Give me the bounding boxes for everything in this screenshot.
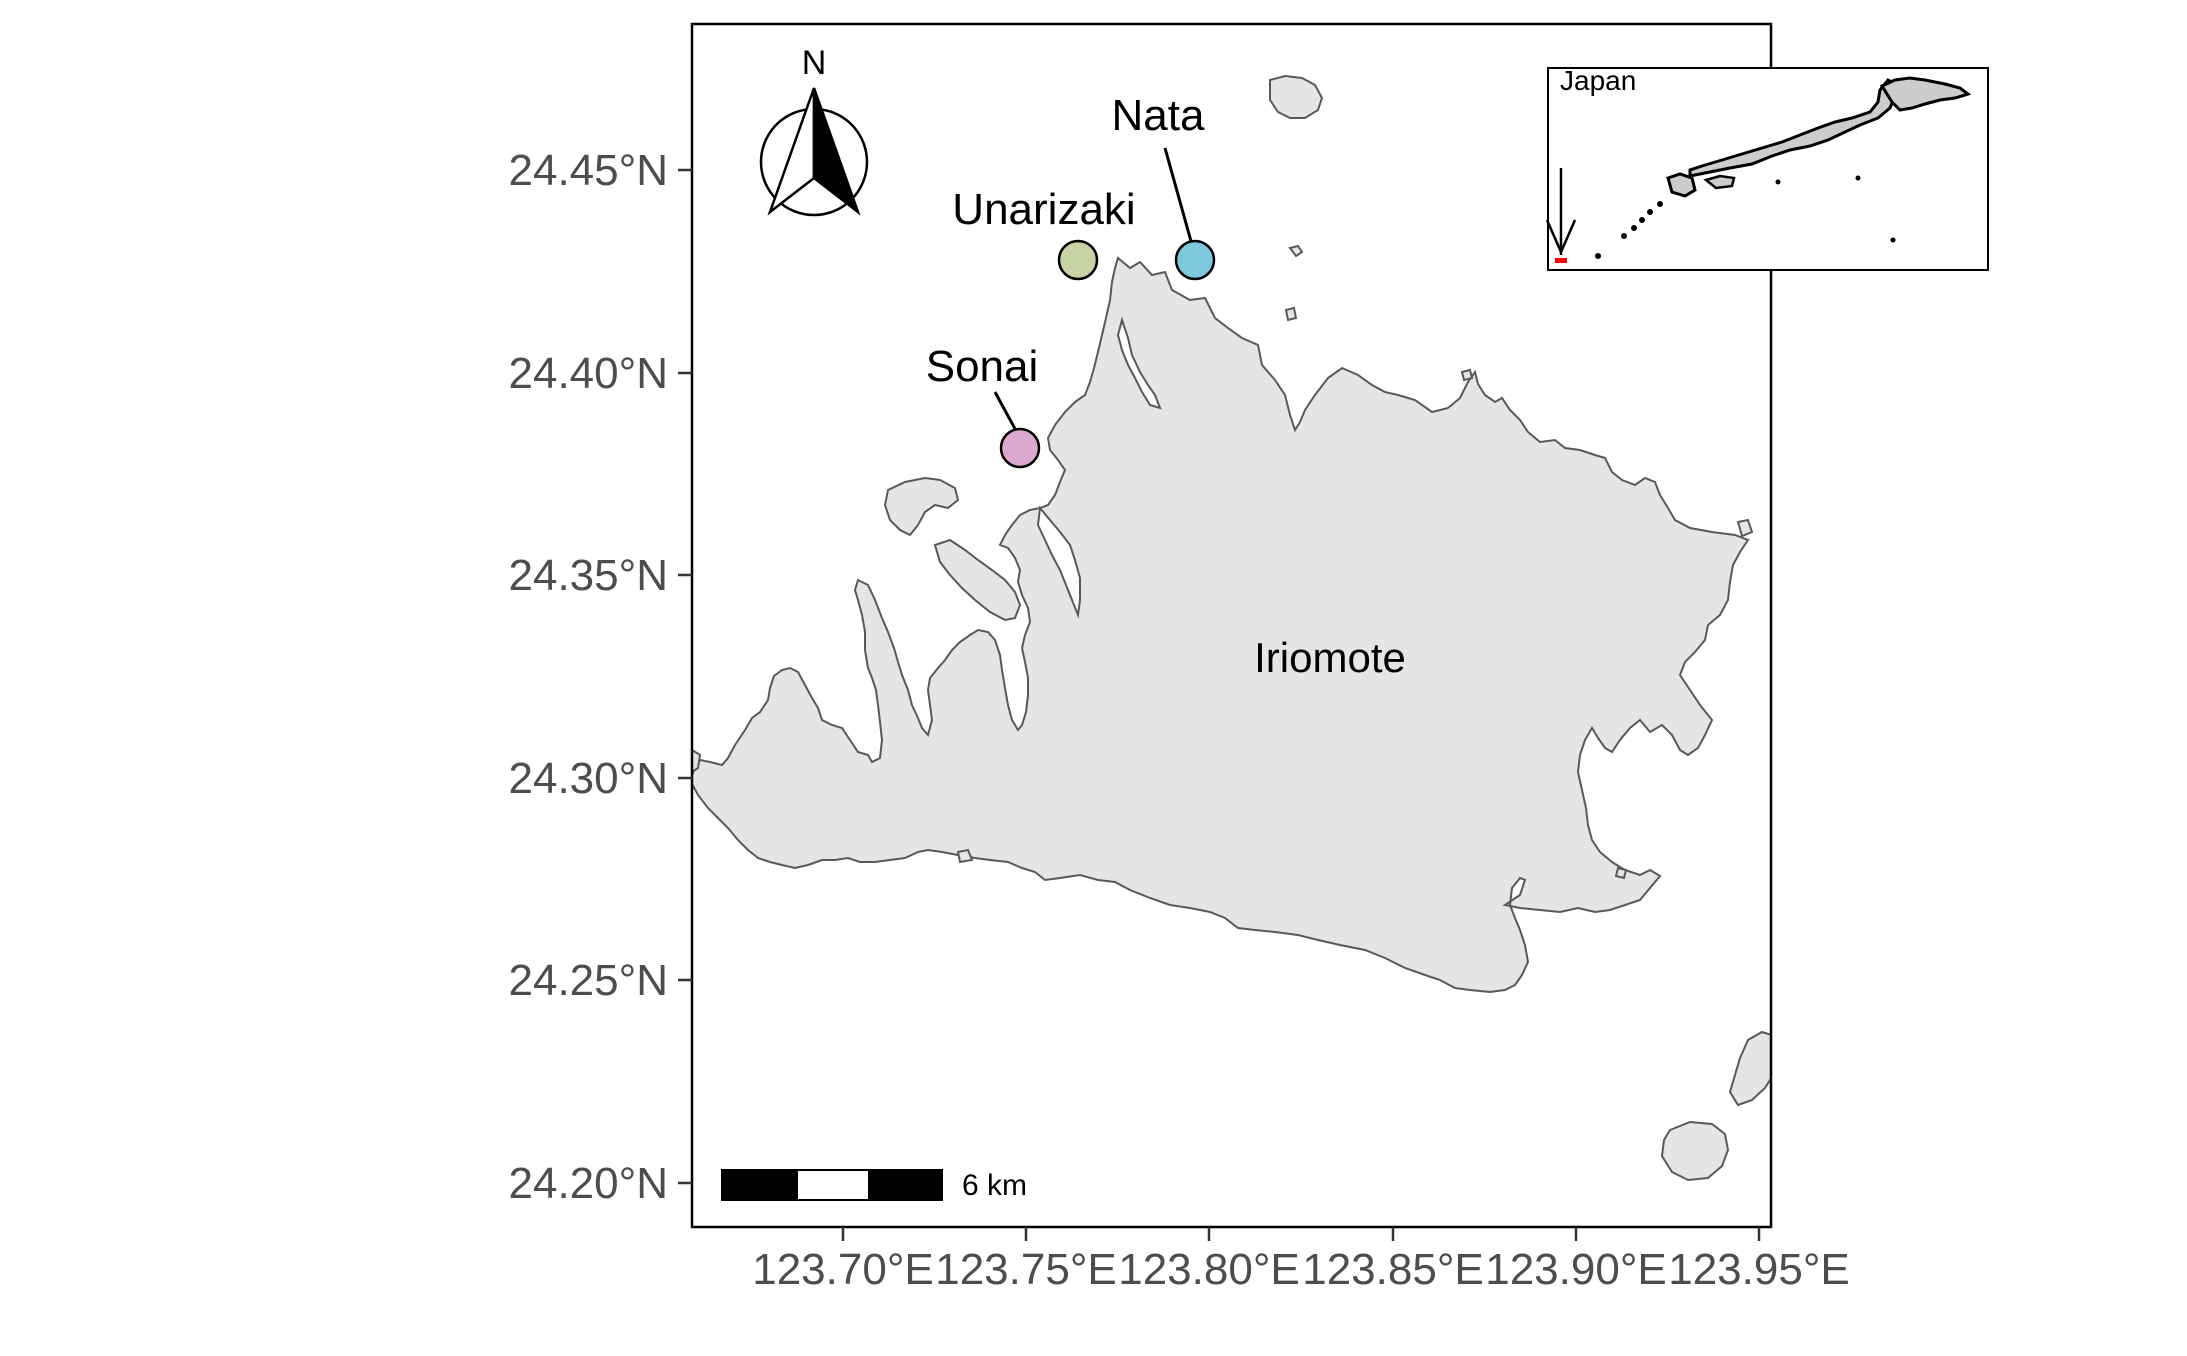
nata-leader-line <box>1163 147 1196 253</box>
north-arrow-left-half <box>767 87 816 216</box>
site-marker-sonai <box>999 427 1041 469</box>
inset-islet <box>1657 201 1663 207</box>
western-islet-2 <box>933 538 1022 622</box>
tiny-islet-2 <box>1284 306 1298 322</box>
north-arrow-right-half <box>812 87 861 216</box>
inset-islet <box>1621 233 1627 239</box>
inset-islet <box>1775 179 1781 185</box>
inset-islet <box>1855 175 1861 181</box>
inset-hokkaido <box>1879 76 1972 112</box>
x-tick-label: 123.75°E <box>935 1245 1117 1294</box>
southeast-island-1 <box>1728 1030 1771 1107</box>
north-arrow: N <box>759 44 869 217</box>
inset-study-area-marker <box>1555 258 1567 263</box>
x-tick-label: 123.90°E <box>1485 1245 1667 1294</box>
island-label: Iriomote <box>1254 634 1406 681</box>
site-marker-unarizaki <box>1057 239 1099 281</box>
inset-kyushu <box>1666 172 1697 198</box>
scale-bar-label: 6 km <box>962 1169 1027 1202</box>
inner-channel <box>1036 505 1081 619</box>
scale-bar-segment-1 <box>721 1169 798 1201</box>
tiny-islet-5 <box>956 848 974 864</box>
inset-title: Japan <box>1560 65 1636 96</box>
inset-islet <box>1595 253 1601 259</box>
site-markers <box>999 239 1216 469</box>
scale-bar: 6 km <box>721 1169 1027 1202</box>
y-tick-label: 24.40°N <box>509 349 668 398</box>
inset-map: Japan <box>1545 65 1989 271</box>
left-edge-land <box>692 748 702 774</box>
scale-bar-segment-3 <box>868 1169 943 1201</box>
inset-islet <box>1647 209 1653 215</box>
northern-islet <box>1269 74 1324 119</box>
western-islet-1 <box>883 476 960 537</box>
x-tick-label: 123.80°E <box>1118 1245 1300 1294</box>
site-label-nata: Nata <box>1112 91 1205 140</box>
panel-frame <box>690 22 1773 1229</box>
y-tick-label: 24.35°N <box>509 551 668 600</box>
tiny-islet-6 <box>1614 866 1628 880</box>
north-arrow-label: N <box>802 44 827 82</box>
x-tick-label: 123.95°E <box>1668 1245 1850 1294</box>
inset-japan-main <box>1688 78 1903 178</box>
y-tick-label: 24.20°N <box>509 1159 668 1208</box>
x-axis: 123.70°E 123.75°E 123.80°E 123.85°E 123.90°E… <box>752 1227 1850 1294</box>
iriomote-island <box>692 256 1750 994</box>
inset-ryukyu-islands <box>1595 175 1896 259</box>
y-tick-label: 24.30°N <box>509 754 668 803</box>
y-axis: 24.45°N 24.40°N 24.35°N 24.30°N 24.25°N 24.20… <box>509 146 692 1208</box>
x-tick-label: 123.85°E <box>1302 1245 1484 1294</box>
inset-islet <box>1631 225 1637 231</box>
tiny-islet-3 <box>1460 368 1474 382</box>
y-tick-label: 24.25°N <box>509 956 668 1005</box>
inset-shikoku <box>1703 174 1736 190</box>
site-label-sonai: Sonai <box>926 342 1039 391</box>
southeast-island-2 <box>1660 1120 1730 1182</box>
inset-islet <box>1639 217 1645 223</box>
scale-bar-segment-2 <box>796 1169 870 1201</box>
tiny-islet-1 <box>1288 244 1304 258</box>
site-marker-nata <box>1174 239 1216 281</box>
north-inlet <box>1116 316 1162 410</box>
x-tick-label: 123.70°E <box>752 1245 934 1294</box>
tiny-islet-4 <box>1736 518 1754 538</box>
inset-pointer-arrowhead <box>1545 219 1577 256</box>
y-tick-label: 24.45°N <box>509 146 668 195</box>
land-layer <box>692 74 1771 1182</box>
inset-islet <box>1890 237 1896 243</box>
site-label-unarizaki: Unarizaki <box>952 185 1135 234</box>
